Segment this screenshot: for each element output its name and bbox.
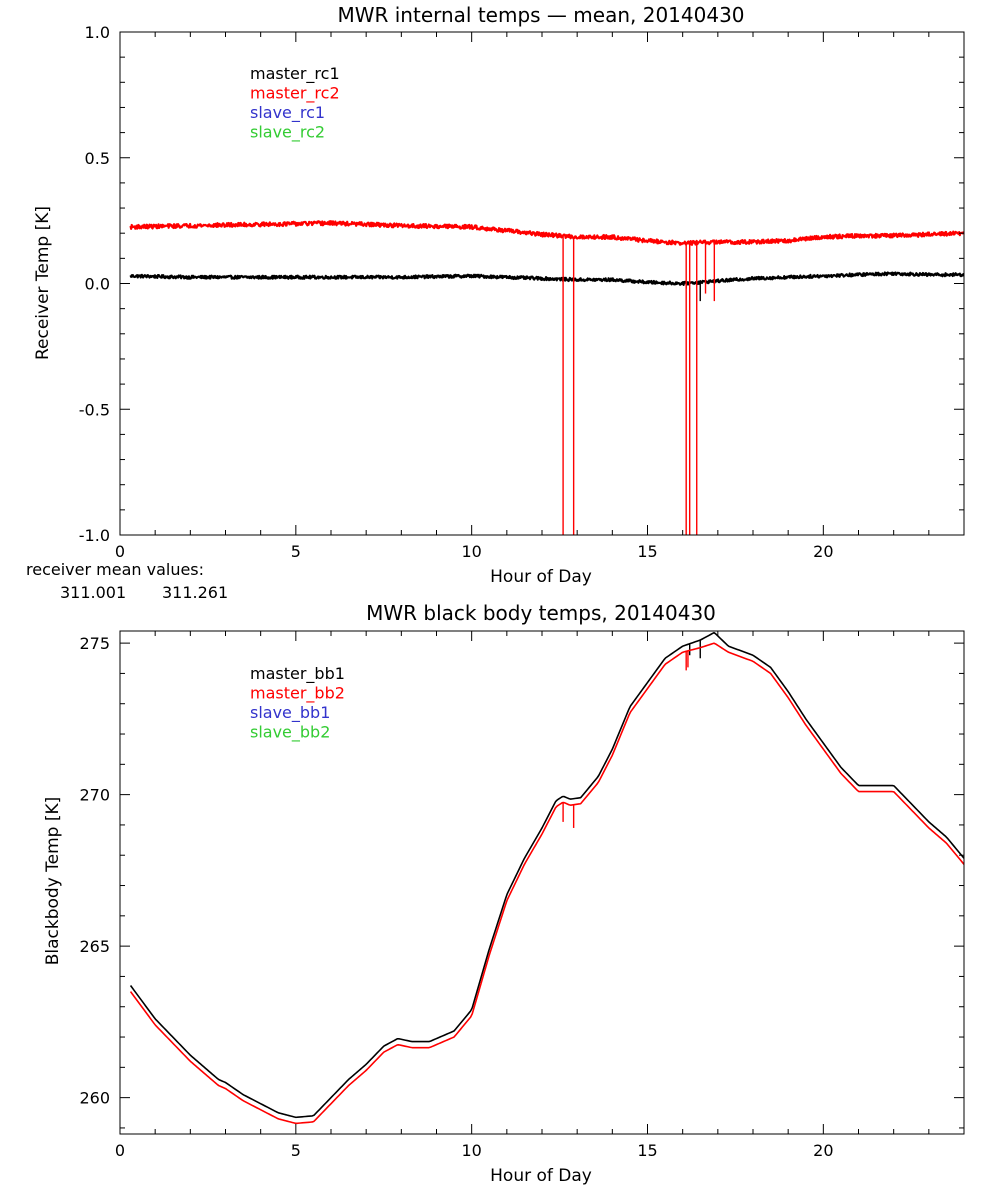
series-line-master-bb2 (129, 642, 964, 1125)
y-tick-label: 270 (79, 786, 110, 805)
plot-area (129, 631, 964, 1125)
blackbody-temp-chart: MWR black body temps, 20140430 Hour of D… (43, 601, 965, 1186)
receiver-temp-chart: MWR internal temps — mean, 20140430 Hour… (33, 3, 965, 587)
series-line-master-rc2 (129, 220, 964, 246)
receiver-mean-value-2: 311.261 (162, 583, 228, 602)
x-tick-label: 20 (813, 542, 833, 561)
x-axis-label: Hour of Day (490, 1166, 592, 1186)
legend-entry-master-bb2: master_bb2 (250, 684, 345, 704)
tick-marks (119, 631, 965, 1134)
series-line-master-rc1 (129, 271, 964, 287)
y-tick-label: 0.0 (85, 275, 110, 294)
legend-entry-slave-rc2: slave_rc2 (250, 123, 325, 143)
plot-frame (119, 31, 965, 536)
legend-entry-slave-rc1: slave_rc1 (250, 103, 325, 123)
y-tick-label: 260 (79, 1089, 110, 1108)
x-axis-label: Hour of Day (490, 567, 592, 587)
x-tick-label: 10 (461, 542, 481, 561)
y-tick-label: -1.0 (79, 526, 110, 545)
tick-marks (119, 31, 965, 536)
x-tick-label: 0 (115, 542, 125, 561)
y-tick-label: 1.0 (85, 23, 110, 42)
y-tick-label: 275 (79, 634, 110, 653)
plot-frame (119, 630, 965, 1135)
chart-title: MWR internal temps — mean, 20140430 (337, 3, 744, 27)
legend-entry-master-rc1: master_rc1 (250, 64, 340, 84)
legend-entry-master-rc2: master_rc2 (250, 84, 340, 104)
x-tick-label: 5 (291, 542, 301, 561)
x-tick-label: 0 (115, 1141, 125, 1160)
x-tick-label: 15 (637, 542, 657, 561)
x-tick-label: 5 (291, 1141, 301, 1160)
plot-area (129, 220, 964, 535)
y-tick-label: 0.5 (85, 149, 110, 168)
chart-title: MWR black body temps, 20140430 (366, 601, 716, 625)
y-tick-label: 265 (79, 937, 110, 956)
series-line-master-bb1 (129, 631, 964, 1119)
legend-entry-master-bb1: master_bb1 (250, 664, 345, 684)
x-tick-label: 20 (813, 1141, 833, 1160)
y-axis-label: Blackbody Temp [K] (43, 797, 63, 966)
y-axis-label: Receiver Temp [K] (33, 206, 53, 360)
y-tick-label: -0.5 (79, 400, 110, 419)
receiver-mean-values: receiver mean values: 311.001 311.261 (26, 560, 228, 602)
x-tick-label: 15 (637, 1141, 657, 1160)
legend-entry-slave-bb2: slave_bb2 (250, 723, 330, 743)
legend-entry-slave-bb1: slave_bb1 (250, 703, 330, 723)
x-tick-label: 10 (461, 1141, 481, 1160)
receiver-mean-value-1: 311.001 (60, 583, 126, 602)
receiver-mean-label: receiver mean values: (26, 560, 204, 579)
